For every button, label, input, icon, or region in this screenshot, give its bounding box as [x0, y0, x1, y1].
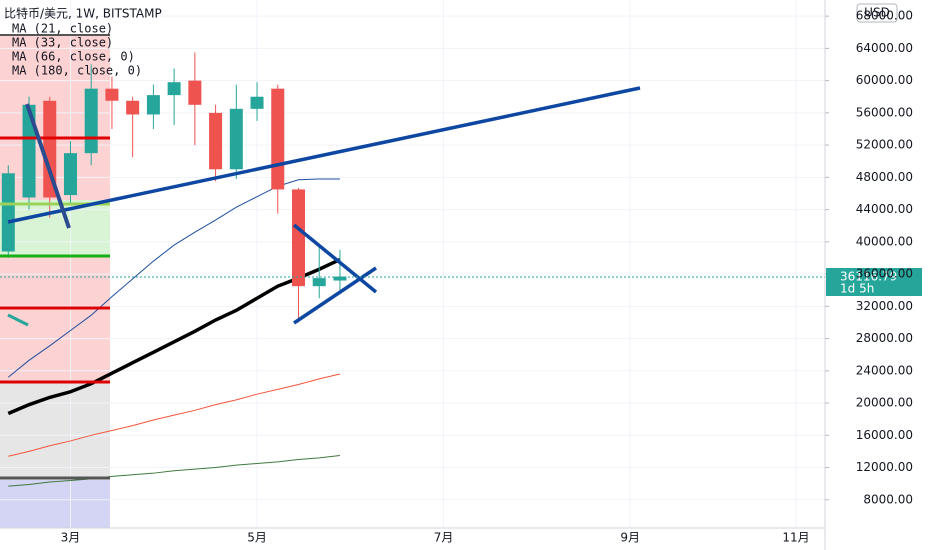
- y-tick-label: 52000.00: [856, 138, 913, 152]
- legend-entry: MA (66, close, 0): [12, 50, 135, 64]
- y-tick-label: 8000.00: [863, 492, 913, 506]
- x-tick-label: 9月: [620, 531, 640, 545]
- candle-body: [167, 82, 181, 96]
- legend: MA (21, close)MA (33, close)MA (66, clos…: [12, 22, 142, 78]
- x-tick-label: 11月: [782, 531, 809, 545]
- y-tick-label: 16000.00: [856, 428, 913, 442]
- y-tick-label: 36000.00: [856, 267, 913, 281]
- triangle: [292, 223, 378, 325]
- drawings: [0, 34, 641, 480]
- y-tick-label: 44000.00: [856, 202, 913, 216]
- grid: [0, 0, 829, 528]
- legend-entry: MA (180, close, 0): [12, 64, 142, 78]
- x-tick-label: 3月: [61, 531, 81, 545]
- y-tick-label: 28000.00: [856, 331, 913, 345]
- chart-title: 比特币/美元, 1W, BITSTAMP: [4, 6, 162, 21]
- ma-line: [7, 178, 340, 378]
- y-tick-label: 48000.00: [856, 170, 913, 184]
- candle-body: [312, 278, 326, 287]
- x-tick-label: 5月: [247, 531, 267, 545]
- trend-line: [7, 86, 641, 224]
- candle-body: [250, 96, 264, 109]
- candle-body: [291, 189, 305, 287]
- y-tick-label: 24000.00: [856, 363, 913, 377]
- candle-body: [271, 88, 285, 190]
- y-tick-label: 32000.00: [856, 299, 913, 313]
- y-tick-label: 64000.00: [856, 41, 913, 55]
- trend-line: [25, 103, 71, 229]
- candle-body: [333, 276, 347, 281]
- candle-body: [188, 80, 202, 105]
- candle-body: [229, 108, 243, 170]
- zone: [0, 200, 110, 256]
- candle-body: [43, 100, 57, 198]
- countdown: 1d 5h: [840, 282, 874, 296]
- y-tick-label: 60000.00: [856, 73, 913, 87]
- ma-line: [8, 373, 341, 457]
- candle-body: [22, 104, 36, 198]
- legend-entry: MA (21, close): [12, 22, 113, 36]
- ma-line: [7, 257, 341, 416]
- currency-button[interactable]: [856, 3, 898, 23]
- candle-body: [84, 88, 98, 154]
- y-tick-label: 12000.00: [856, 460, 913, 474]
- ma-line: [8, 454, 341, 487]
- y-tick-label: 68000.00: [856, 9, 913, 23]
- candle-body: [105, 88, 119, 101]
- marks: [1, 52, 347, 487]
- candle-body: [126, 100, 140, 115]
- candle-body: [209, 112, 223, 170]
- y-tick-label: 20000.00: [856, 396, 913, 410]
- candle-body: [63, 153, 77, 196]
- trend-line: [7, 313, 29, 327]
- price-badge: [826, 268, 922, 296]
- y-tick-label: 40000.00: [856, 234, 913, 248]
- y-tick-label: 56000.00: [856, 105, 913, 119]
- candle-body: [1, 173, 15, 252]
- zone: [0, 480, 110, 528]
- x-tick-label: 7月: [434, 531, 454, 545]
- candle-body: [146, 95, 160, 115]
- currency-label[interactable]: USD: [864, 6, 890, 20]
- last-price: 36116.79: [840, 270, 897, 284]
- legend-entry: MA (33, close): [12, 36, 113, 50]
